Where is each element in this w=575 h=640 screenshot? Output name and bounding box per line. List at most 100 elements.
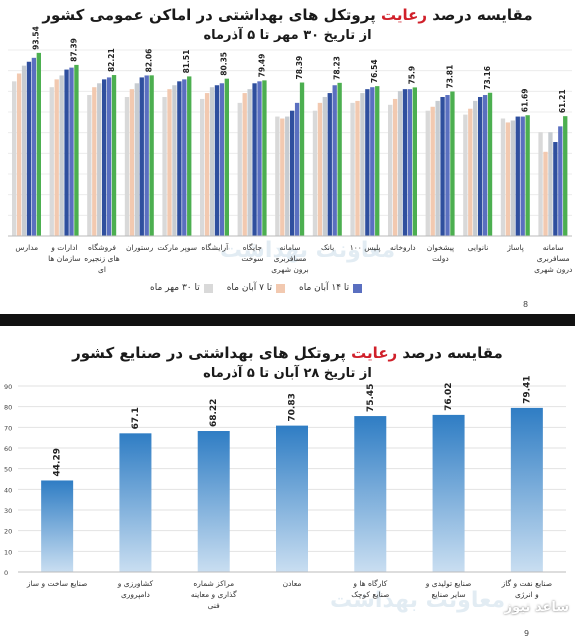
bar bbox=[242, 93, 247, 236]
bar bbox=[16, 73, 22, 236]
bar bbox=[392, 98, 398, 237]
category-label: سازمان ها bbox=[48, 254, 81, 263]
y-tick-label: 70 bbox=[4, 424, 12, 432]
category-label: معادن bbox=[283, 579, 302, 588]
data-label: 76.02 bbox=[444, 382, 454, 410]
bar bbox=[74, 64, 79, 236]
top-bar-chart: 61.21 سامانه مسافربری درون شهری 61.69 پاساژ 73… bbox=[8, 26, 572, 274]
bar bbox=[119, 433, 152, 572]
bar bbox=[407, 89, 413, 236]
bar bbox=[134, 83, 139, 236]
bar bbox=[26, 61, 32, 236]
y-tick-label: 50 bbox=[4, 466, 12, 474]
bar bbox=[327, 93, 332, 236]
data-label: 78.39 bbox=[295, 56, 304, 80]
bar bbox=[360, 93, 365, 236]
category-label: نانوایی bbox=[468, 243, 489, 252]
bar bbox=[172, 85, 177, 237]
category-label: و انرژی bbox=[515, 590, 539, 599]
category-label: درون شهری bbox=[534, 265, 572, 274]
y-tick-label: 10 bbox=[4, 548, 12, 556]
bar bbox=[275, 116, 280, 236]
bar bbox=[350, 102, 355, 236]
bar bbox=[543, 151, 548, 236]
bar bbox=[445, 95, 450, 236]
category-label: فنی bbox=[208, 601, 221, 610]
category-label: گذاری و معاینه bbox=[191, 590, 237, 599]
bar bbox=[204, 93, 210, 236]
category-label: ای bbox=[98, 265, 106, 274]
category-label: آرایشگاه bbox=[201, 242, 229, 252]
bar bbox=[473, 100, 478, 236]
category-label: دامپروری bbox=[121, 590, 150, 599]
bar bbox=[450, 91, 455, 236]
bar bbox=[64, 69, 69, 236]
category-label: مسافربری bbox=[537, 254, 570, 263]
legend-label: تا ۱۴ آبان ماه bbox=[299, 283, 350, 293]
bar bbox=[402, 89, 408, 236]
bar bbox=[54, 79, 59, 236]
bar bbox=[87, 95, 92, 236]
y-tick-label: 30 bbox=[4, 507, 12, 515]
bar bbox=[299, 82, 305, 236]
data-label: 73.16 bbox=[483, 66, 492, 90]
category-label: سامانه bbox=[543, 243, 564, 252]
bar bbox=[370, 87, 375, 236]
bar bbox=[31, 57, 37, 237]
y-tick-label: 40 bbox=[4, 486, 12, 494]
bar bbox=[294, 102, 300, 236]
bar bbox=[129, 89, 135, 236]
bar bbox=[365, 89, 370, 236]
bar bbox=[487, 92, 493, 236]
bar bbox=[36, 52, 41, 237]
bar bbox=[290, 110, 295, 236]
bar bbox=[280, 118, 285, 236]
bar bbox=[412, 87, 417, 237]
bar bbox=[276, 425, 308, 572]
bar bbox=[177, 81, 182, 236]
legend-item: تا ۳۰ مهر ماه bbox=[150, 283, 213, 293]
industries-panel: مقایسه درصد رعایت پروتکل های بهداشتی در … bbox=[0, 326, 575, 640]
data-label: 75.45 bbox=[366, 384, 376, 412]
bar bbox=[515, 116, 520, 236]
bottom-page-number: 9 bbox=[524, 629, 530, 638]
bar bbox=[337, 82, 342, 236]
category-label: سوخت bbox=[241, 254, 263, 263]
category-label: سوپر مارکت bbox=[157, 243, 197, 252]
bar bbox=[111, 75, 117, 236]
bar bbox=[197, 431, 230, 572]
bar bbox=[139, 77, 144, 237]
top-chart-subtitle: از تاریخ ۳۰ مهر تا ۵ آذرماه bbox=[203, 28, 372, 43]
category-label: صنایع تولیدی و bbox=[425, 579, 472, 588]
bar bbox=[219, 83, 225, 236]
data-label: 44.29 bbox=[53, 448, 63, 476]
data-label: 80.35 bbox=[220, 52, 229, 76]
bar bbox=[144, 75, 149, 236]
bar bbox=[510, 120, 515, 236]
bar bbox=[435, 100, 440, 236]
legend-swatch bbox=[203, 283, 213, 293]
bar bbox=[558, 126, 563, 236]
category-label: مدارس bbox=[15, 243, 38, 252]
bar bbox=[510, 407, 543, 572]
bottom-chart-subtitle: از تاریخ ۲۸ آبان تا ۵ آذرماه bbox=[203, 366, 372, 381]
bar bbox=[237, 102, 242, 236]
bar bbox=[106, 77, 112, 237]
bottom-chart-title: مقایسه درصد رعایت پروتکل های بهداشتی در … bbox=[72, 344, 503, 362]
data-label: 82.21 bbox=[107, 48, 116, 72]
bar bbox=[332, 85, 337, 237]
category-label: کشاورزی و bbox=[117, 579, 154, 588]
source-stamp: ساعد نیوز bbox=[504, 600, 569, 615]
bar bbox=[200, 98, 205, 237]
public-places-panel: مقایسه درصد رعایت پروتکل های بهداشتی در … bbox=[0, 0, 575, 314]
bar bbox=[124, 96, 130, 236]
top-chart-title: مقایسه درصد رعایت پروتکل های بهداشتی در … bbox=[42, 6, 533, 24]
bar bbox=[355, 100, 360, 236]
bar bbox=[463, 114, 468, 236]
bar bbox=[285, 116, 290, 236]
bar bbox=[149, 75, 154, 236]
y-tick-label: 0 bbox=[4, 569, 8, 577]
category-label: فروشگاه bbox=[88, 243, 116, 252]
category-label: بانک bbox=[321, 243, 334, 252]
bar bbox=[317, 102, 323, 236]
